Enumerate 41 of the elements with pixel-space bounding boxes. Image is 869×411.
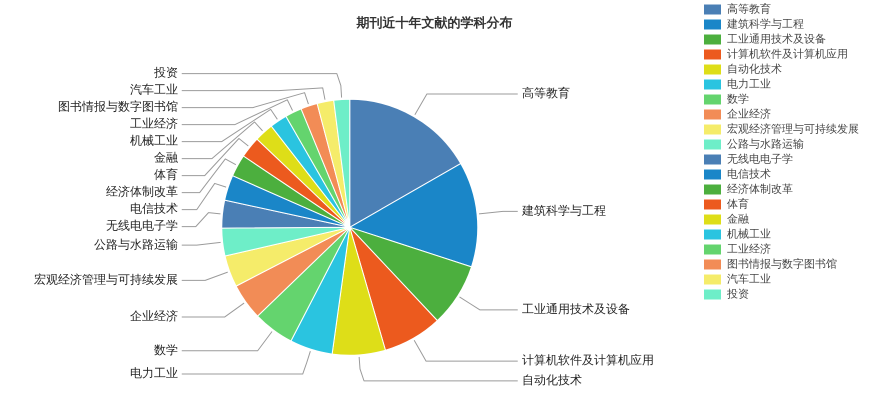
slice-label: 宏观经济管理与可持续发展 bbox=[34, 272, 178, 286]
slice-label: 汽车工业 bbox=[130, 82, 178, 97]
slice-label: 建筑科学与工程 bbox=[520, 203, 606, 218]
legend-label: 金融 bbox=[727, 212, 749, 226]
legend-label: 计算机软件及计算机应用 bbox=[727, 47, 848, 60]
slice-label: 电力工业 bbox=[130, 366, 178, 380]
slice-label: 机械工业 bbox=[130, 134, 178, 148]
legend-label: 自动化技术 bbox=[727, 62, 782, 76]
slice-label: 电信技术 bbox=[130, 202, 178, 216]
legend-label: 投资 bbox=[726, 287, 749, 300]
slice-label: 工业经济 bbox=[130, 116, 178, 131]
slice-label: 无线电电子学 bbox=[106, 218, 178, 233]
slice-label: 图书情报与数字图书馆 bbox=[58, 100, 178, 114]
legend-label: 电信技术 bbox=[727, 167, 771, 180]
slice-label: 自动化技术 bbox=[522, 373, 582, 388]
legend-label: 无线电电子学 bbox=[727, 152, 793, 166]
legend-label: 公路与水路运输 bbox=[727, 137, 804, 150]
legend-label: 宏观经济管理与可持续发展 bbox=[727, 122, 859, 136]
legend-label: 体育 bbox=[727, 197, 749, 210]
slice-label: 工业通用技术及设备 bbox=[522, 302, 630, 316]
legend-label: 图书情报与数字图书馆 bbox=[727, 257, 837, 270]
legend-label: 机械工业 bbox=[727, 227, 771, 240]
slice-label: 高等教育 bbox=[522, 86, 570, 100]
slice-label: 投资 bbox=[152, 66, 178, 80]
legend-label: 汽车工业 bbox=[727, 272, 771, 286]
slice-label: 数学 bbox=[154, 342, 178, 357]
legend-label: 工业通用技术及设备 bbox=[727, 32, 826, 46]
slice-label: 经济体制改革 bbox=[106, 184, 178, 199]
legend-label: 数学 bbox=[727, 92, 749, 106]
legend-label: 高等教育 bbox=[727, 2, 771, 16]
legend-label: 企业经济 bbox=[727, 107, 771, 120]
text: 期刊近十年文献的学科分布 bbox=[356, 15, 512, 32]
legend-label: 建筑科学与工程 bbox=[726, 17, 804, 30]
slice-label: 公路与水路运输 bbox=[94, 237, 178, 252]
legend-label: 电力工业 bbox=[727, 77, 771, 90]
slice-label: 企业经济 bbox=[130, 309, 178, 324]
slice-label: 体育 bbox=[154, 168, 178, 182]
legend-label: 经济体制改革 bbox=[727, 182, 793, 196]
legend-label: 工业经济 bbox=[727, 242, 771, 256]
slice-label: 计算机软件及计算机应用 bbox=[522, 353, 654, 368]
slice-label: 金融 bbox=[154, 150, 178, 165]
